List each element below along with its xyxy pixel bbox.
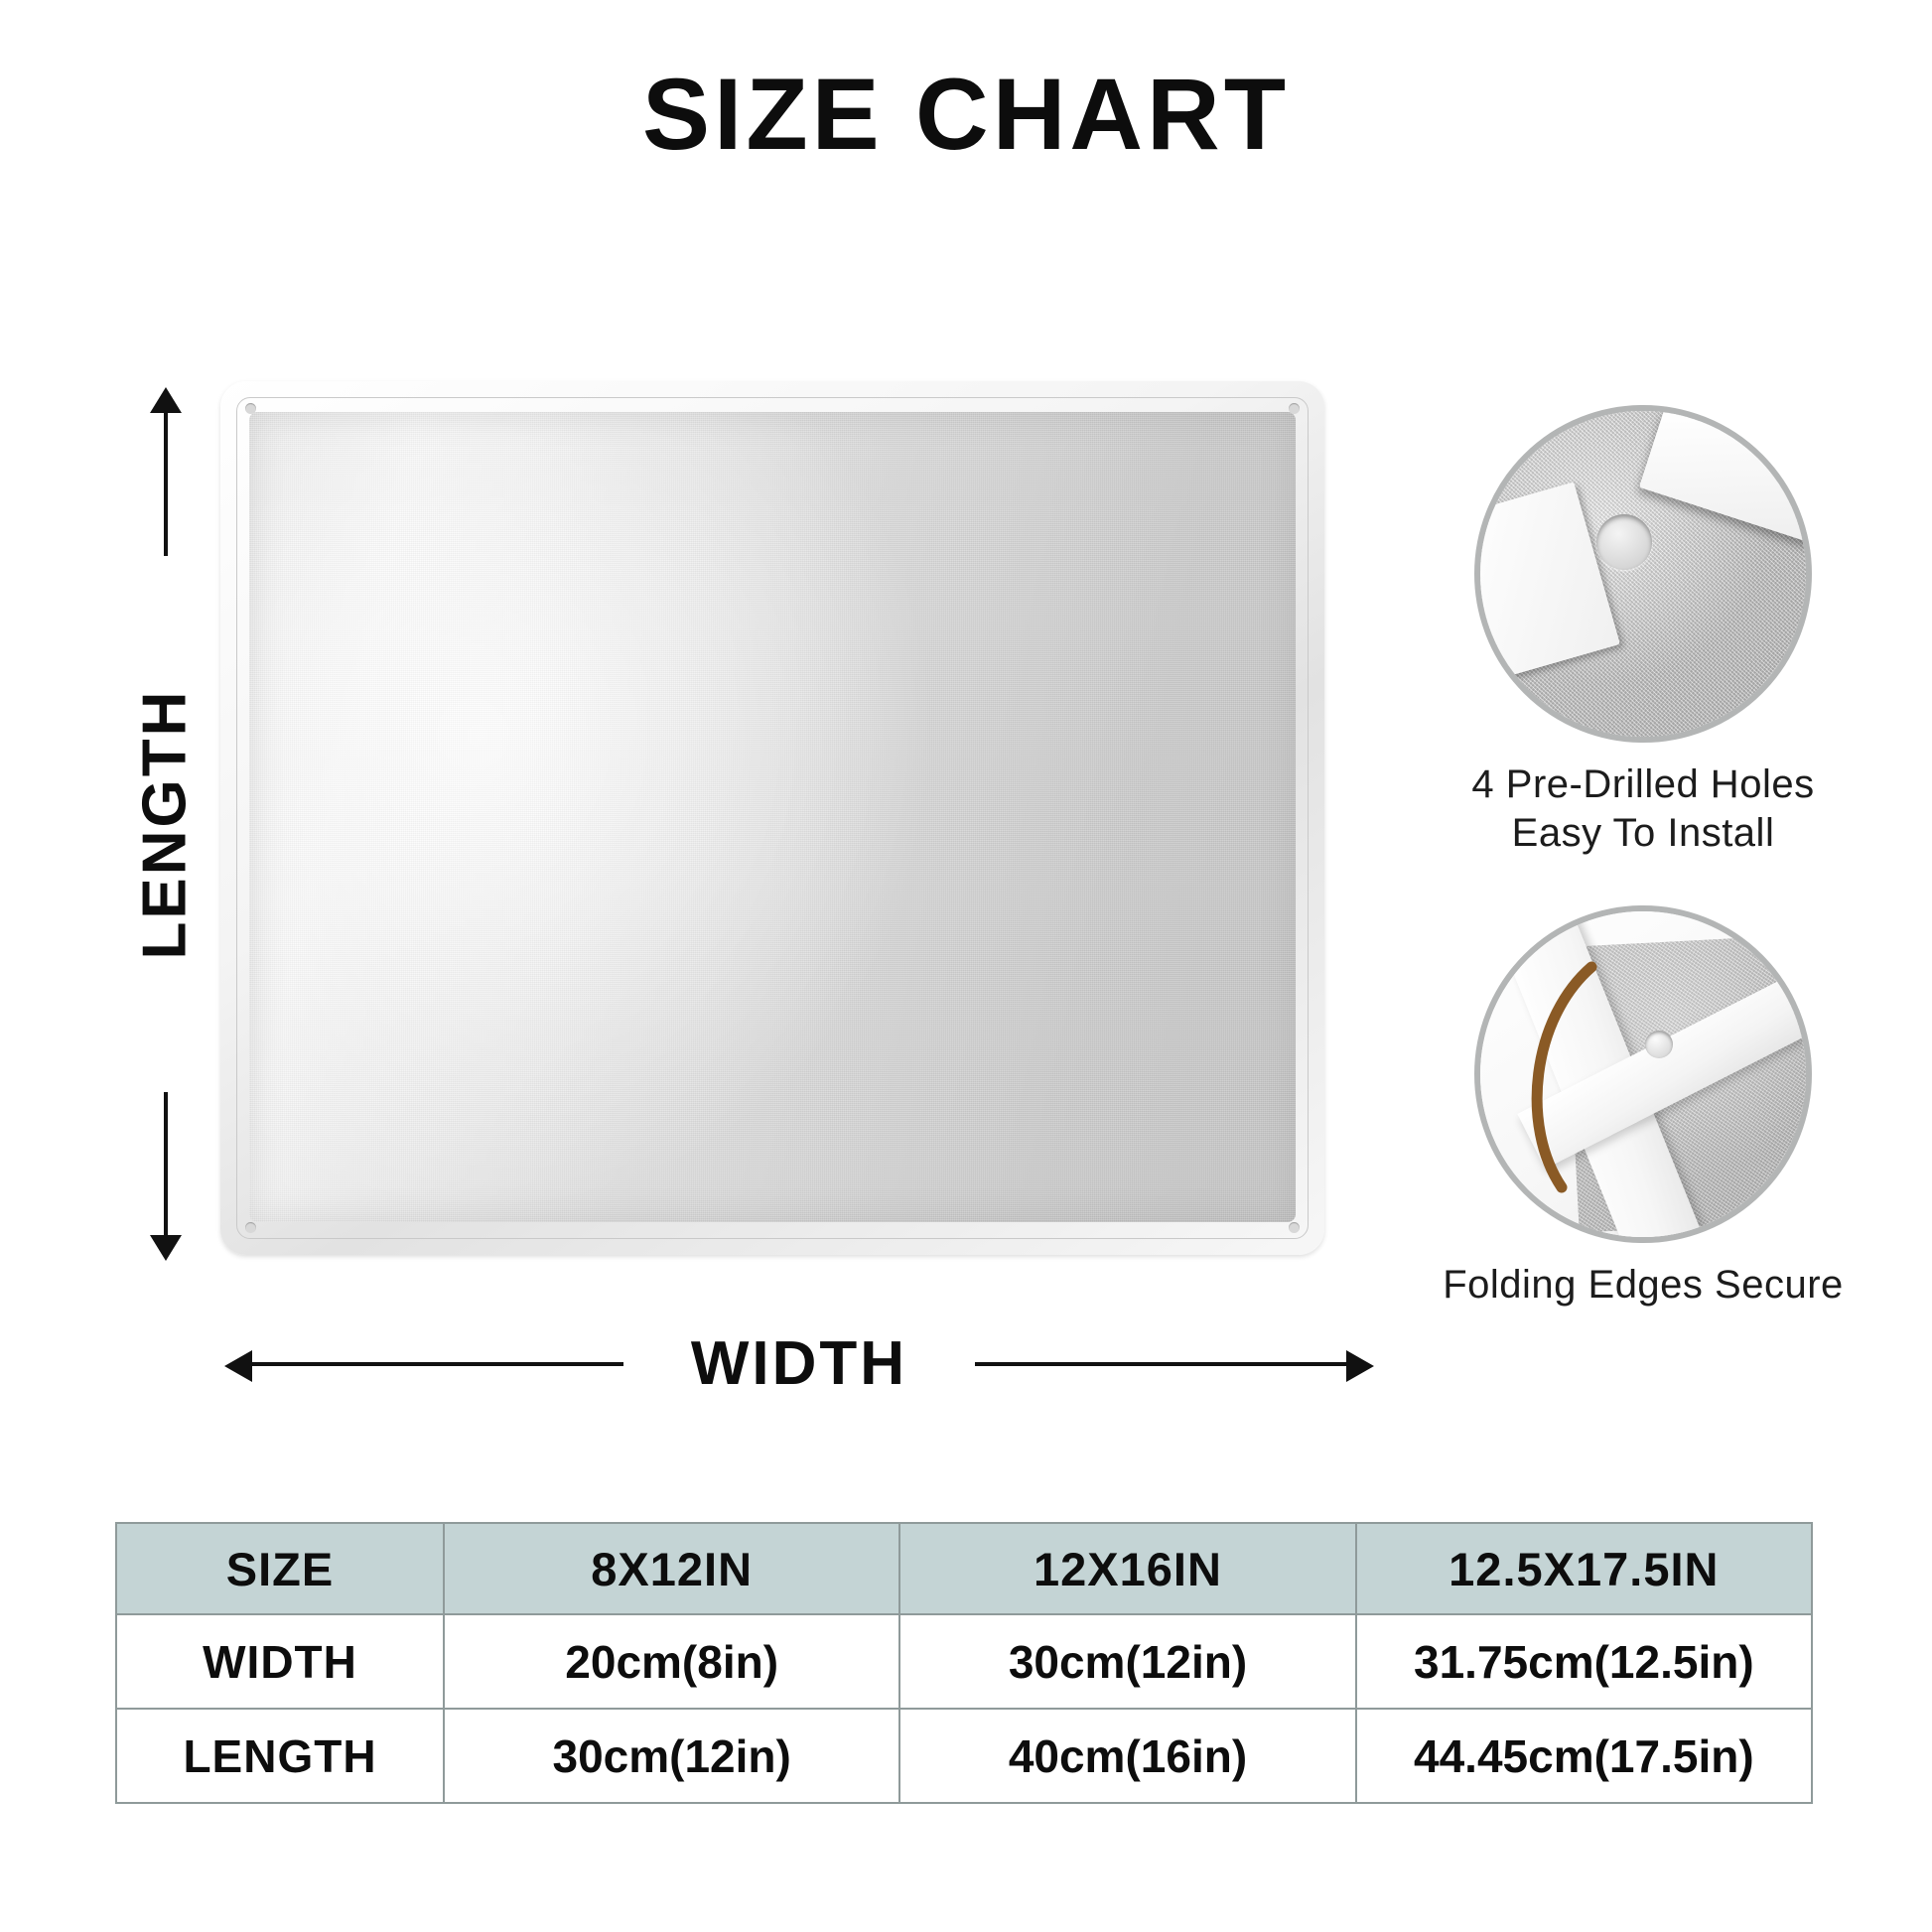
- drilled-hole-icon: [1596, 514, 1652, 570]
- row-label-width: WIDTH: [115, 1613, 445, 1710]
- feature-pre-drilled-holes: 4 Pre-Drilled Holes Easy To Install: [1430, 405, 1857, 858]
- feature-folding-edges: Folding Edges Secure: [1430, 905, 1857, 1310]
- highlight-arc-icon: [1531, 961, 1597, 1193]
- folded-edge-icon: [1474, 905, 1812, 1243]
- table-row: LENGTH 30cm(12in) 40cm(16in) 44.45cm(17.…: [115, 1708, 1814, 1804]
- table-header-cell-12_5x17_5: 12.5X17.5IN: [1354, 1522, 1814, 1615]
- mounting-hole-icon: [1289, 403, 1300, 414]
- arrow-down-icon: [150, 1235, 182, 1261]
- mounting-hole-icon: [245, 403, 256, 414]
- cell-width-12x16: 30cm(12in): [898, 1613, 1357, 1710]
- pre-drilled-hole-icon: [1474, 405, 1812, 743]
- table-header-cell-12x16: 12X16IN: [898, 1522, 1357, 1615]
- table-header-cell-size: SIZE: [115, 1522, 445, 1615]
- mounting-hole-icon: [245, 1222, 256, 1233]
- length-axis-label: LENGTH: [130, 688, 200, 960]
- cell-length-12_5x17_5: 44.45cm(17.5in): [1354, 1708, 1814, 1804]
- table-row: WIDTH 20cm(8in) 30cm(12in) 31.75cm(12.5i…: [115, 1613, 1814, 1710]
- cell-width-8x12: 20cm(8in): [442, 1613, 901, 1710]
- board-surface: [249, 412, 1296, 1222]
- width-axis-label: WIDTH: [690, 1329, 908, 1398]
- width-line-left: [250, 1362, 623, 1366]
- width-line-right: [975, 1362, 1348, 1366]
- table-header-cell-8x12: 8X12IN: [442, 1522, 901, 1615]
- table-header-row: SIZE 8X12IN 12X16IN 12.5X17.5IN: [115, 1522, 1814, 1615]
- screw-hole-icon: [1645, 1031, 1673, 1058]
- length-dimension-axis: LENGTH: [107, 387, 222, 1261]
- feature-caption: 4 Pre-Drilled Holes Easy To Install: [1471, 762, 1815, 855]
- width-dimension-axis: WIDTH: [224, 1320, 1374, 1412]
- arrow-right-icon: [1346, 1350, 1374, 1382]
- size-table-body: WIDTH 20cm(8in) 30cm(12in) 31.75cm(12.5i…: [115, 1613, 1814, 1804]
- length-line-top: [164, 405, 168, 556]
- mounting-hole-icon: [1289, 1222, 1300, 1233]
- size-table: SIZE 8X12IN 12X16IN 12.5X17.5IN WIDTH 20…: [115, 1522, 1814, 1804]
- length-line-bottom: [164, 1092, 168, 1243]
- feature-caption: Folding Edges Secure: [1443, 1263, 1844, 1307]
- arrow-left-icon: [224, 1350, 252, 1382]
- whiteboard-product-image: [220, 381, 1324, 1255]
- size-table-head: SIZE 8X12IN 12X16IN 12.5X17.5IN: [115, 1522, 1814, 1615]
- cell-length-8x12: 30cm(12in): [442, 1708, 901, 1804]
- page-title: SIZE CHART: [642, 58, 1290, 171]
- cell-length-12x16: 40cm(16in): [898, 1708, 1357, 1804]
- row-label-length: LENGTH: [115, 1708, 445, 1804]
- board-frame: [220, 381, 1324, 1255]
- cell-width-12_5x17_5: 31.75cm(12.5in): [1354, 1613, 1814, 1710]
